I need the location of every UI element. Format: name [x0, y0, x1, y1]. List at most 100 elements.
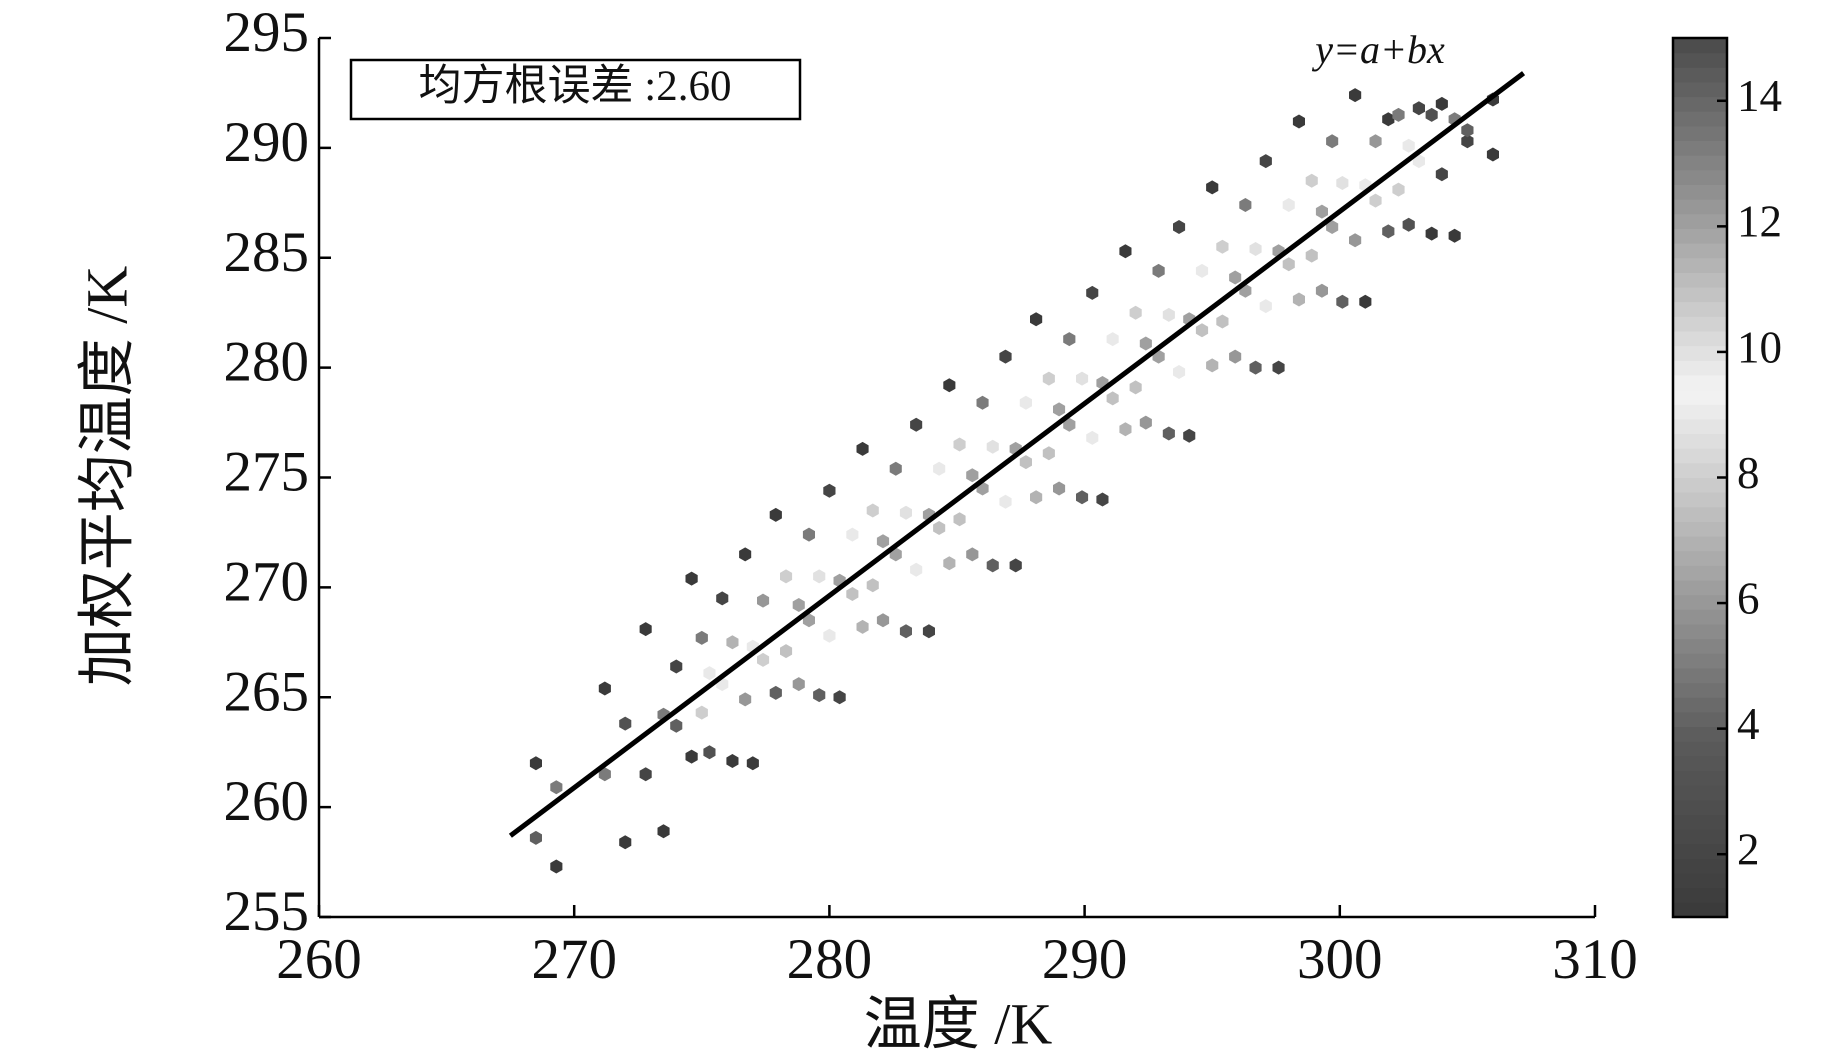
- colorbar-band: [1673, 799, 1727, 815]
- point: [999, 494, 1012, 509]
- point: [1183, 428, 1196, 443]
- colorbar-band: [1673, 67, 1727, 83]
- colorbar-band: [1673, 404, 1727, 420]
- colorbar-band: [1673, 374, 1727, 391]
- colorbar-band: [1673, 653, 1727, 669]
- point: [529, 756, 542, 771]
- point: [823, 483, 836, 498]
- point: [813, 569, 826, 584]
- point: [1162, 426, 1175, 441]
- colorbar-band: [1673, 345, 1727, 361]
- colorbar-band: [1673, 228, 1727, 244]
- point: [1106, 332, 1119, 347]
- point: [1030, 490, 1043, 505]
- point: [1206, 180, 1219, 195]
- point: [670, 718, 683, 733]
- colorbar-band: [1673, 755, 1727, 771]
- point: [550, 780, 563, 795]
- point: [1425, 226, 1438, 241]
- point: [1292, 114, 1305, 129]
- y-tick-label: 270: [224, 550, 310, 613]
- point: [769, 685, 782, 700]
- colorbar-band: [1673, 418, 1727, 435]
- point: [1382, 224, 1395, 239]
- point: [910, 562, 923, 577]
- point: [856, 441, 869, 456]
- colorbar-band: [1673, 257, 1727, 273]
- point: [703, 745, 716, 760]
- colorbar-band: [1673, 785, 1727, 801]
- point: [953, 437, 966, 452]
- point: [823, 628, 836, 643]
- point: [619, 835, 632, 850]
- point: [1053, 481, 1066, 496]
- x-tick-label: 290: [1042, 928, 1128, 991]
- colorbar-tick-label: 10: [1737, 322, 1782, 372]
- colorbar-band: [1673, 726, 1727, 742]
- point: [1461, 123, 1474, 138]
- point: [866, 578, 879, 593]
- point: [1042, 446, 1055, 461]
- point: [1425, 107, 1438, 122]
- colorbar-band: [1673, 140, 1727, 156]
- point: [889, 461, 902, 476]
- colorbar-band: [1673, 814, 1727, 830]
- colorbar-band: [1673, 184, 1727, 200]
- colorbar-band: [1673, 389, 1727, 405]
- colorbar-band: [1673, 609, 1727, 625]
- point: [1305, 248, 1318, 263]
- point: [1412, 101, 1425, 116]
- point: [1249, 242, 1262, 256]
- colorbar-band: [1673, 492, 1727, 508]
- point: [986, 439, 999, 454]
- point: [910, 417, 923, 432]
- point: [1139, 415, 1152, 430]
- point: [757, 593, 770, 608]
- point: [780, 644, 793, 659]
- point: [933, 461, 946, 476]
- colorbar-band: [1673, 243, 1727, 259]
- colorbar-band: [1673, 902, 1727, 918]
- point: [1349, 88, 1362, 103]
- annotation-box: [349, 58, 802, 121]
- x-tick-label: 280: [787, 928, 873, 991]
- colorbar-band: [1673, 711, 1727, 728]
- point: [1076, 490, 1089, 505]
- point: [943, 378, 956, 393]
- colorbar-band: [1673, 550, 1727, 566]
- colorbar-band: [1673, 301, 1727, 317]
- colorbar-band: [1673, 770, 1727, 786]
- point: [1173, 365, 1186, 379]
- point: [1359, 294, 1372, 309]
- y-tick-label: 280: [224, 331, 310, 394]
- colorbar-band: [1673, 624, 1727, 640]
- point: [1461, 134, 1474, 149]
- colorbar-band: [1673, 125, 1727, 142]
- point: [1259, 299, 1272, 314]
- point: [1369, 193, 1382, 208]
- point: [1382, 112, 1395, 127]
- point: [619, 716, 632, 731]
- colorbar-band: [1673, 843, 1727, 859]
- point: [846, 587, 859, 601]
- point: [1326, 134, 1339, 149]
- fit-line: [508, 71, 1526, 838]
- point: [639, 767, 652, 782]
- point: [1106, 391, 1119, 406]
- point: [933, 521, 946, 535]
- point: [1249, 360, 1262, 375]
- colorbar-band: [1673, 433, 1727, 449]
- point: [550, 859, 563, 874]
- point: [856, 619, 869, 634]
- point: [1076, 371, 1089, 386]
- point: [813, 688, 826, 703]
- point: [1292, 292, 1305, 307]
- colorbar-band: [1673, 565, 1727, 581]
- point: [833, 690, 846, 705]
- colorbar-band: [1673, 272, 1727, 288]
- colorbar-band: [1673, 316, 1727, 332]
- annotation: 均方根误差 :2.60: [419, 63, 732, 110]
- colorbar-band: [1673, 697, 1727, 713]
- colorbar-band: [1673, 96, 1727, 112]
- point: [1019, 395, 1032, 410]
